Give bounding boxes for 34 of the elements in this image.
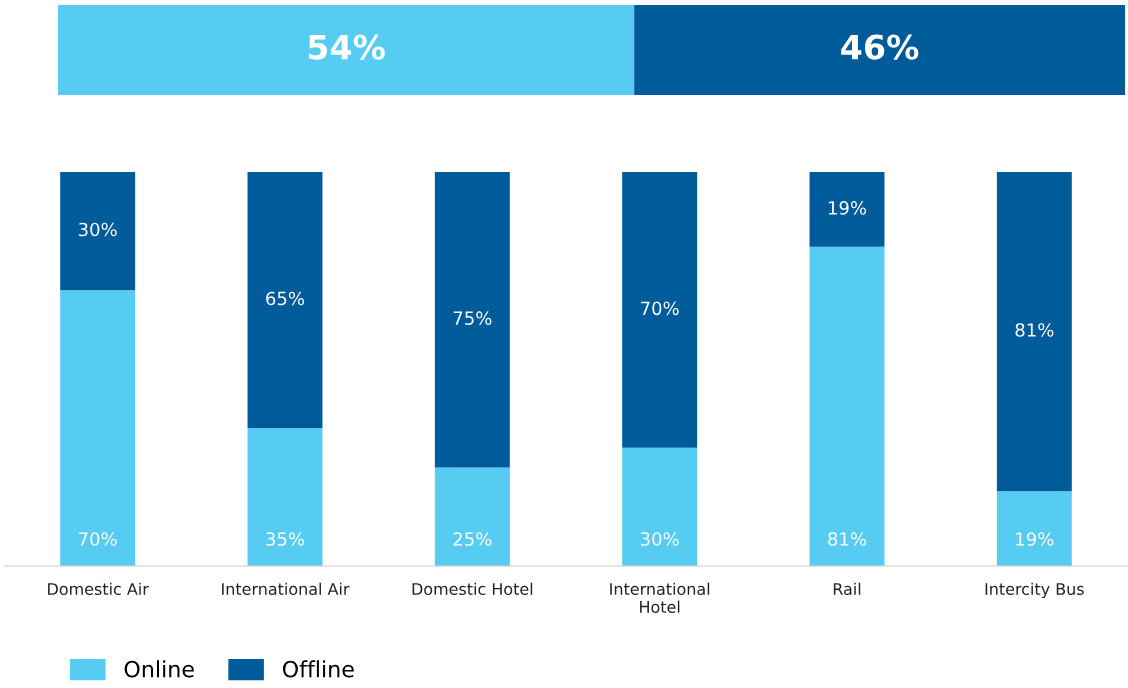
x-tick-label: International Hotel: [610, 582, 710, 613]
x-tick-label: Domestic Hotel: [412, 582, 533, 596]
data-label: 54%: [308, 34, 385, 60]
bar: [996, 172, 1072, 492]
bar: [434, 172, 510, 468]
data-label: 46%: [841, 34, 919, 60]
bar: [622, 447, 698, 566]
data-label: 81%: [1015, 323, 1054, 337]
legend-label: Online: [124, 660, 194, 678]
x-tick-label: International Air: [222, 582, 350, 596]
data-label: 19%: [828, 201, 867, 215]
data-label: 30%: [78, 222, 117, 237]
x-tick-label: Intercity Bus: [985, 582, 1084, 599]
data-label: 25%: [453, 532, 492, 546]
data-label: 30%: [640, 532, 679, 546]
x-tick-label: Rail: [833, 582, 861, 596]
data-label: 65%: [266, 291, 305, 306]
bar: [809, 246, 885, 566]
bar: [247, 172, 323, 429]
bar: [996, 491, 1072, 566]
bar: [622, 172, 698, 448]
data-label: 19%: [1016, 532, 1054, 546]
data-label: 81%: [828, 532, 867, 546]
x-tick-label: Domestic Air: [48, 582, 149, 596]
legend-label: Offline: [282, 660, 354, 678]
bar: [60, 172, 136, 291]
bar: [809, 172, 885, 247]
bar: [60, 290, 136, 566]
bar: [434, 467, 510, 566]
bar: [247, 428, 323, 566]
data-label: 70%: [79, 532, 117, 546]
data-label: 35%: [266, 532, 305, 546]
data-label: 70%: [641, 301, 679, 316]
data-label: 75%: [453, 311, 492, 325]
